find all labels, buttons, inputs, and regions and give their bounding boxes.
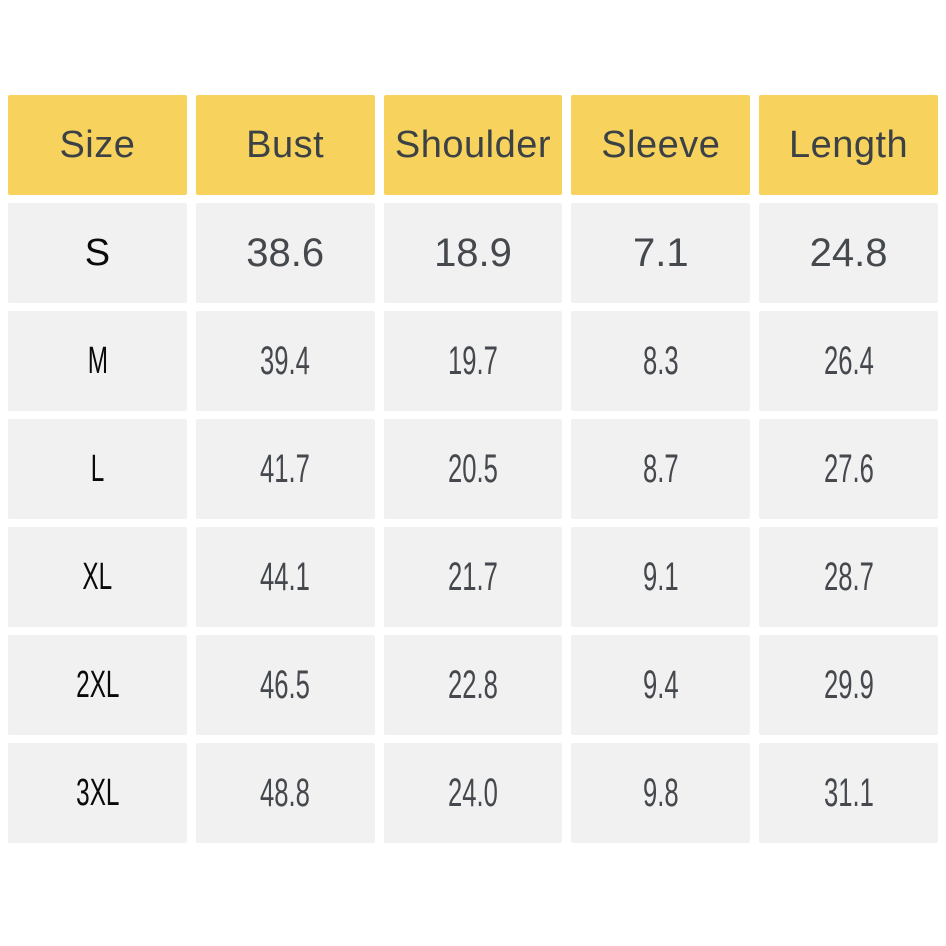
length-cell: 28.7 (759, 527, 938, 627)
size-value: XL (82, 555, 113, 598)
header-label: Shoulder (394, 123, 552, 166)
header-cell-length: Length (759, 95, 938, 195)
shoulder-value: 18.9 (434, 230, 512, 275)
sleeve-cell: 7.1 (571, 203, 751, 303)
size-cell: S (8, 203, 187, 303)
bust-cell: 38.6 (195, 203, 375, 303)
size-value: 2XL (75, 663, 120, 706)
shoulder-value: 21.7 (448, 554, 498, 599)
length-cell: 26.4 (759, 311, 938, 411)
length-value: 29.9 (823, 662, 874, 707)
shoulder-value: 24.0 (448, 770, 498, 815)
length-value: 31.1 (823, 770, 874, 815)
size-cell: 3XL (8, 743, 187, 843)
shoulder-cell: 19.7 (383, 311, 563, 411)
header-cell-size: Size (8, 95, 187, 195)
header-cell-sleeve: Sleeve (571, 95, 751, 195)
bust-cell: 48.8 (195, 743, 375, 843)
sleeve-value: 7.1 (632, 230, 689, 275)
sleeve-value: 8.3 (642, 338, 679, 383)
shoulder-value: 22.8 (448, 662, 498, 707)
sleeve-cell: 8.7 (571, 419, 751, 519)
size-cell: M (8, 311, 187, 411)
size-cell: XL (8, 527, 187, 627)
sleeve-value: 9.8 (642, 770, 679, 815)
length-value: 26.4 (823, 338, 874, 383)
header-label: Size (59, 123, 136, 166)
sleeve-cell: 8.3 (571, 311, 751, 411)
length-value: 28.7 (823, 554, 874, 599)
header-label: Length (788, 123, 909, 166)
bust-value: 39.4 (260, 338, 311, 383)
size-value: S (84, 231, 111, 274)
length-value: 24.8 (809, 230, 888, 275)
length-value: 27.6 (823, 446, 874, 491)
size-value: 3XL (75, 771, 120, 814)
bust-value: 38.6 (246, 230, 325, 275)
bust-value: 41.7 (260, 446, 311, 491)
bust-value: 48.8 (260, 770, 311, 815)
length-cell: 24.8 (759, 203, 938, 303)
shoulder-cell: 21.7 (383, 527, 563, 627)
length-cell: 29.9 (759, 635, 938, 735)
bust-value: 44.1 (260, 554, 311, 599)
size-chart-table: Size Bust Shoulder Sleeve Length S 38.6 … (8, 95, 938, 843)
shoulder-value: 20.5 (448, 446, 498, 491)
shoulder-cell: 18.9 (383, 203, 563, 303)
header-cell-shoulder: Shoulder (383, 95, 563, 195)
sleeve-cell: 9.1 (571, 527, 751, 627)
size-value: L (90, 447, 105, 490)
shoulder-cell: 22.8 (383, 635, 563, 735)
sleeve-cell: 9.4 (571, 635, 751, 735)
size-cell: L (8, 419, 187, 519)
sleeve-value: 8.7 (642, 446, 679, 491)
header-label: Bust (246, 123, 325, 166)
bust-cell: 39.4 (195, 311, 375, 411)
shoulder-cell: 20.5 (383, 419, 563, 519)
shoulder-value: 19.7 (448, 338, 498, 383)
sleeve-value: 9.4 (642, 662, 679, 707)
sleeve-value: 9.1 (642, 554, 679, 599)
length-cell: 31.1 (759, 743, 938, 843)
bust-value: 46.5 (260, 662, 311, 707)
shoulder-cell: 24.0 (383, 743, 563, 843)
header-cell-bust: Bust (195, 95, 375, 195)
length-cell: 27.6 (759, 419, 938, 519)
bust-cell: 46.5 (195, 635, 375, 735)
size-value: M (87, 339, 108, 382)
sleeve-cell: 9.8 (571, 743, 751, 843)
bust-cell: 44.1 (195, 527, 375, 627)
bust-cell: 41.7 (195, 419, 375, 519)
size-cell: 2XL (8, 635, 187, 735)
header-label: Sleeve (601, 123, 721, 166)
